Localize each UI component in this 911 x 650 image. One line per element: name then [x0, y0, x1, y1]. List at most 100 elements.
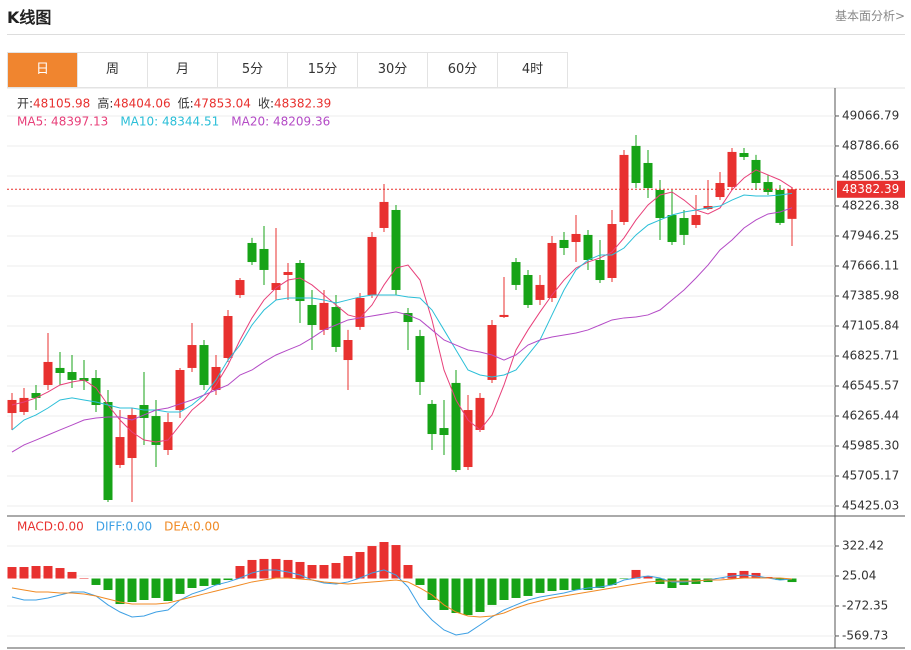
candle-body: [475, 397, 485, 430]
macd-bar: [535, 578, 545, 593]
candle-body: [643, 162, 653, 189]
macd-bar: [79, 578, 89, 579]
macd-bar: [223, 578, 233, 581]
header-link[interactable]: 基本面分析>: [834, 9, 905, 23]
tab[interactable]: 月: [148, 53, 218, 88]
y-tick-label: 47385.98: [842, 288, 899, 302]
info-label: 开:: [17, 97, 33, 111]
macd-bar: [211, 578, 221, 585]
header-title: K线图: [7, 8, 52, 27]
macd-bar: [271, 558, 281, 579]
candle-body: [67, 372, 77, 380]
macd-label: DIFF:0.00: [96, 520, 152, 534]
macd-bar: [487, 578, 497, 605]
macd-bar: [631, 569, 641, 579]
candle-body: [379, 201, 389, 228]
tab[interactable]: 日: [8, 53, 78, 88]
macd-bar: [403, 565, 413, 579]
info-label: 低:: [178, 97, 194, 111]
candle-body: [367, 236, 377, 296]
macd-bar: [583, 578, 593, 591]
macd-bar: [499, 578, 509, 600]
y-tick-label: 46545.57: [842, 378, 899, 392]
macd-bar: [55, 568, 65, 579]
candle-body: [271, 283, 281, 290]
candle-body: [235, 280, 245, 296]
y-tick-label: 48506.53: [842, 168, 899, 182]
info-label: 高:: [97, 96, 113, 111]
macd-bar: [607, 578, 617, 585]
candle-body: [667, 215, 677, 243]
macd-bar: [283, 559, 293, 579]
candle-body: [7, 399, 17, 414]
candle-body: [487, 325, 497, 380]
macd-bar: [439, 578, 449, 610]
macd-bar: [31, 566, 41, 579]
macd-bar: [127, 578, 137, 603]
macd-bar: [319, 565, 329, 579]
y-tick-label: 46825.71: [842, 348, 899, 362]
candle-body: [583, 234, 593, 260]
candle-body: [607, 224, 617, 278]
candle-body: [763, 182, 773, 192]
y-tick-label: 49066.79: [842, 108, 899, 122]
legend-label: MA10: 48344.51: [120, 115, 219, 129]
candle-body: [355, 298, 365, 327]
candle-body: [523, 274, 533, 305]
macd-bar: [235, 566, 245, 579]
macd-bar: [427, 578, 437, 600]
candle-body: [535, 284, 545, 300]
macd-bar: [643, 575, 653, 579]
candle-body: [595, 259, 605, 281]
macd-bar: [463, 578, 473, 616]
indicator-line: [11, 207, 793, 453]
macd-bar: [559, 578, 569, 591]
tab[interactable]: 15分: [288, 53, 358, 88]
candle-body: [151, 416, 161, 445]
candle-body: [415, 336, 425, 382]
y-tick-label: 47946.25: [842, 228, 899, 242]
candle-body: [283, 271, 293, 275]
candle-body: [715, 182, 725, 198]
candle-body: [571, 233, 581, 243]
candle-body: [463, 410, 473, 468]
candle-body: [307, 304, 317, 326]
info-label: 收:: [258, 97, 274, 111]
candle-body: [319, 302, 329, 330]
header-separator: [7, 34, 905, 35]
macd-bar: [163, 578, 173, 602]
candle-body: [91, 378, 101, 406]
tab[interactable]: 4时: [498, 53, 568, 88]
candle-body: [391, 209, 401, 290]
tab[interactable]: 30分: [358, 53, 428, 88]
info-value: 48382.39: [274, 97, 331, 111]
candle-body: [259, 248, 269, 270]
macd-bar: [343, 556, 353, 579]
info-value: 48404.06: [113, 97, 170, 111]
macd-label: MACD:0.00: [17, 520, 84, 534]
y-tick-label: 47666.11: [842, 258, 899, 272]
macd-bar: [187, 578, 197, 588]
candle-body: [115, 437, 125, 465]
candle-body: [331, 307, 341, 347]
tab[interactable]: 周: [78, 53, 148, 88]
macd-bar: [475, 578, 485, 612]
tab[interactable]: 60分: [428, 53, 498, 88]
tab[interactable]: 5分: [218, 53, 288, 88]
macd-bar: [367, 546, 377, 579]
macd-bar: [307, 565, 317, 579]
y-tick-label: 48226.38: [842, 198, 899, 212]
y-tick-label: -272.35: [842, 598, 888, 612]
macd-bar: [151, 578, 161, 598]
macd-bar: [787, 578, 797, 583]
period-tabs: 日周月 5分 15分 30分 60分 4时: [7, 52, 568, 88]
macd-bar: [43, 566, 53, 579]
macd-bar: [259, 558, 269, 579]
macd-bar: [67, 571, 77, 579]
legend-label: MA20: 48209.36: [231, 115, 330, 129]
macd-bar: [391, 545, 401, 579]
macd-label: DEA:0.00: [164, 520, 220, 534]
last-price-label: 48382.39: [842, 182, 899, 196]
candle-body: [511, 262, 521, 285]
